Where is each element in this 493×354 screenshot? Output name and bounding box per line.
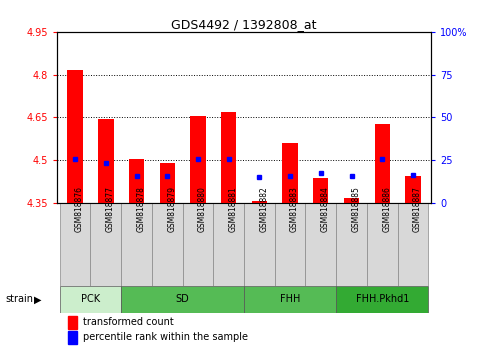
- Text: ▶: ▶: [34, 295, 41, 304]
- FancyBboxPatch shape: [336, 203, 367, 286]
- FancyBboxPatch shape: [244, 286, 336, 313]
- Bar: [282, 143, 298, 203]
- Text: GSM818886: GSM818886: [382, 187, 391, 232]
- Text: GSM818885: GSM818885: [352, 187, 360, 232]
- Text: GSM818887: GSM818887: [413, 187, 422, 232]
- Bar: [68, 316, 77, 329]
- FancyBboxPatch shape: [213, 203, 244, 286]
- Text: percentile rank within the sample: percentile rank within the sample: [83, 332, 248, 342]
- Text: GSM818883: GSM818883: [290, 187, 299, 232]
- Bar: [68, 331, 77, 344]
- FancyBboxPatch shape: [91, 203, 121, 286]
- FancyBboxPatch shape: [336, 286, 428, 313]
- Text: GSM818882: GSM818882: [259, 187, 268, 232]
- Text: SD: SD: [176, 295, 189, 304]
- Text: GSM818878: GSM818878: [137, 187, 145, 232]
- FancyBboxPatch shape: [397, 203, 428, 286]
- Bar: [252, 201, 267, 203]
- Bar: [313, 178, 328, 203]
- Bar: [98, 119, 113, 203]
- FancyBboxPatch shape: [60, 203, 91, 286]
- FancyBboxPatch shape: [244, 203, 275, 286]
- Bar: [160, 163, 175, 203]
- FancyBboxPatch shape: [152, 203, 182, 286]
- Text: GSM818879: GSM818879: [167, 186, 176, 232]
- FancyBboxPatch shape: [121, 203, 152, 286]
- Text: PCK: PCK: [81, 295, 100, 304]
- Text: GSM818880: GSM818880: [198, 187, 207, 232]
- Bar: [405, 176, 421, 203]
- Text: FHH: FHH: [280, 295, 300, 304]
- Text: GSM818877: GSM818877: [106, 186, 115, 232]
- Text: strain: strain: [5, 295, 33, 304]
- FancyBboxPatch shape: [367, 203, 397, 286]
- Bar: [68, 70, 83, 203]
- Text: GSM818884: GSM818884: [321, 187, 330, 232]
- FancyBboxPatch shape: [121, 286, 244, 313]
- Text: GSM818876: GSM818876: [75, 186, 84, 232]
- FancyBboxPatch shape: [60, 286, 121, 313]
- FancyBboxPatch shape: [306, 203, 336, 286]
- Text: FHH.Pkhd1: FHH.Pkhd1: [355, 295, 409, 304]
- Bar: [375, 124, 390, 203]
- Title: GDS4492 / 1392808_at: GDS4492 / 1392808_at: [171, 18, 317, 31]
- FancyBboxPatch shape: [182, 203, 213, 286]
- Bar: [221, 112, 236, 203]
- Text: transformed count: transformed count: [83, 317, 174, 327]
- Bar: [344, 198, 359, 203]
- Bar: [190, 116, 206, 203]
- Bar: [129, 159, 144, 203]
- Text: GSM818881: GSM818881: [229, 187, 238, 232]
- FancyBboxPatch shape: [275, 203, 306, 286]
